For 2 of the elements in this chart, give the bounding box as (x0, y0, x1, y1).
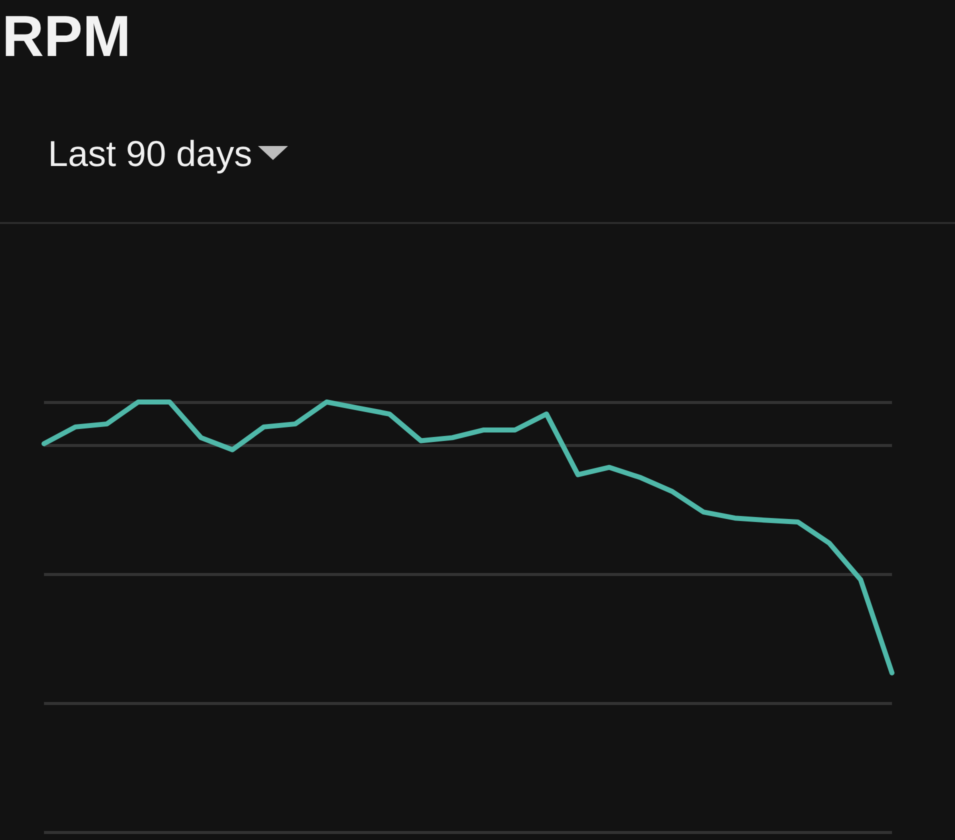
chart-title: RPM (2, 3, 131, 71)
chart-subtitle: Last 90 days (48, 132, 252, 176)
